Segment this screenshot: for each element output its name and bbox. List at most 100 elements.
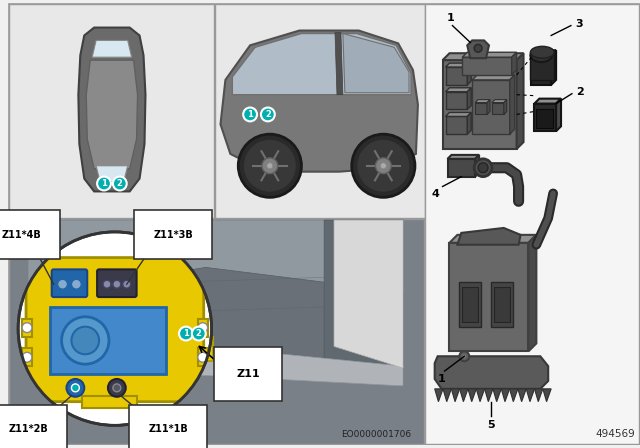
Bar	[531, 52, 554, 80]
Circle shape	[261, 108, 275, 121]
Circle shape	[18, 232, 212, 425]
Polygon shape	[232, 34, 411, 95]
Bar	[214, 4, 425, 218]
Text: EO0000001706: EO0000001706	[341, 430, 411, 439]
Bar	[50, 307, 166, 374]
Polygon shape	[529, 235, 536, 351]
Text: 5: 5	[487, 420, 495, 431]
Bar	[460, 282, 481, 327]
Polygon shape	[468, 389, 476, 402]
Circle shape	[72, 279, 81, 289]
Text: 2: 2	[576, 87, 584, 97]
Text: 4: 4	[432, 190, 440, 199]
Bar	[9, 219, 424, 444]
Polygon shape	[28, 346, 403, 386]
Polygon shape	[501, 389, 509, 402]
Polygon shape	[511, 52, 516, 75]
Circle shape	[460, 351, 469, 361]
Circle shape	[243, 108, 257, 121]
Text: Z11*2B: Z11*2B	[8, 424, 48, 434]
Text: 1: 1	[247, 110, 253, 119]
Bar	[83, 396, 136, 408]
Polygon shape	[445, 112, 471, 116]
Polygon shape	[467, 40, 489, 58]
Polygon shape	[534, 99, 561, 103]
Polygon shape	[467, 63, 471, 85]
Polygon shape	[86, 60, 138, 169]
Ellipse shape	[531, 48, 552, 62]
Bar	[173, 336, 212, 361]
Circle shape	[474, 44, 482, 52]
Circle shape	[61, 317, 109, 364]
Polygon shape	[556, 99, 561, 131]
Bar	[445, 67, 467, 85]
Polygon shape	[475, 99, 490, 103]
Circle shape	[67, 379, 84, 397]
Polygon shape	[526, 389, 534, 402]
Circle shape	[113, 384, 121, 392]
FancyBboxPatch shape	[52, 269, 87, 297]
Circle shape	[238, 134, 301, 198]
Bar	[472, 80, 509, 134]
Circle shape	[97, 177, 111, 190]
Polygon shape	[449, 235, 536, 243]
Polygon shape	[484, 389, 493, 402]
Bar	[425, 4, 639, 444]
Text: Z11*4B: Z11*4B	[1, 230, 41, 240]
Circle shape	[123, 280, 131, 288]
Circle shape	[198, 323, 207, 332]
Polygon shape	[451, 389, 460, 402]
Circle shape	[103, 280, 111, 288]
Ellipse shape	[531, 46, 554, 58]
Bar	[494, 287, 509, 322]
Polygon shape	[492, 99, 507, 103]
Bar	[534, 103, 556, 131]
Text: 1: 1	[438, 374, 445, 384]
Circle shape	[198, 352, 207, 362]
Bar	[531, 55, 551, 85]
Circle shape	[356, 139, 410, 192]
Polygon shape	[443, 389, 451, 402]
Circle shape	[478, 163, 488, 172]
Polygon shape	[476, 389, 484, 402]
Bar	[462, 57, 511, 75]
Polygon shape	[543, 389, 551, 402]
Circle shape	[108, 379, 125, 397]
Polygon shape	[531, 50, 556, 55]
Bar	[198, 319, 207, 336]
Text: Z11*3B: Z11*3B	[153, 230, 193, 240]
Polygon shape	[475, 155, 479, 177]
Circle shape	[462, 354, 467, 358]
Text: 1: 1	[183, 329, 189, 338]
Circle shape	[113, 280, 121, 288]
Polygon shape	[534, 389, 543, 402]
FancyBboxPatch shape	[26, 258, 204, 402]
Polygon shape	[516, 53, 524, 149]
Polygon shape	[493, 389, 501, 402]
Polygon shape	[458, 228, 520, 245]
Bar	[475, 103, 487, 114]
Bar	[462, 287, 478, 322]
Polygon shape	[445, 63, 471, 67]
FancyBboxPatch shape	[97, 269, 136, 297]
Polygon shape	[92, 40, 132, 57]
Circle shape	[72, 327, 99, 354]
Bar	[492, 103, 504, 114]
Bar	[443, 60, 516, 149]
Circle shape	[192, 327, 205, 340]
Circle shape	[380, 163, 387, 169]
Circle shape	[58, 279, 67, 289]
Circle shape	[22, 323, 32, 332]
Polygon shape	[445, 88, 471, 92]
Polygon shape	[509, 389, 518, 402]
Polygon shape	[324, 220, 403, 386]
Text: 2: 2	[265, 110, 271, 119]
Polygon shape	[551, 50, 556, 85]
Polygon shape	[518, 389, 526, 402]
Circle shape	[72, 384, 79, 392]
Circle shape	[22, 352, 32, 362]
Bar	[449, 243, 529, 351]
Bar	[198, 349, 207, 366]
Polygon shape	[467, 88, 471, 109]
Bar	[22, 319, 32, 336]
